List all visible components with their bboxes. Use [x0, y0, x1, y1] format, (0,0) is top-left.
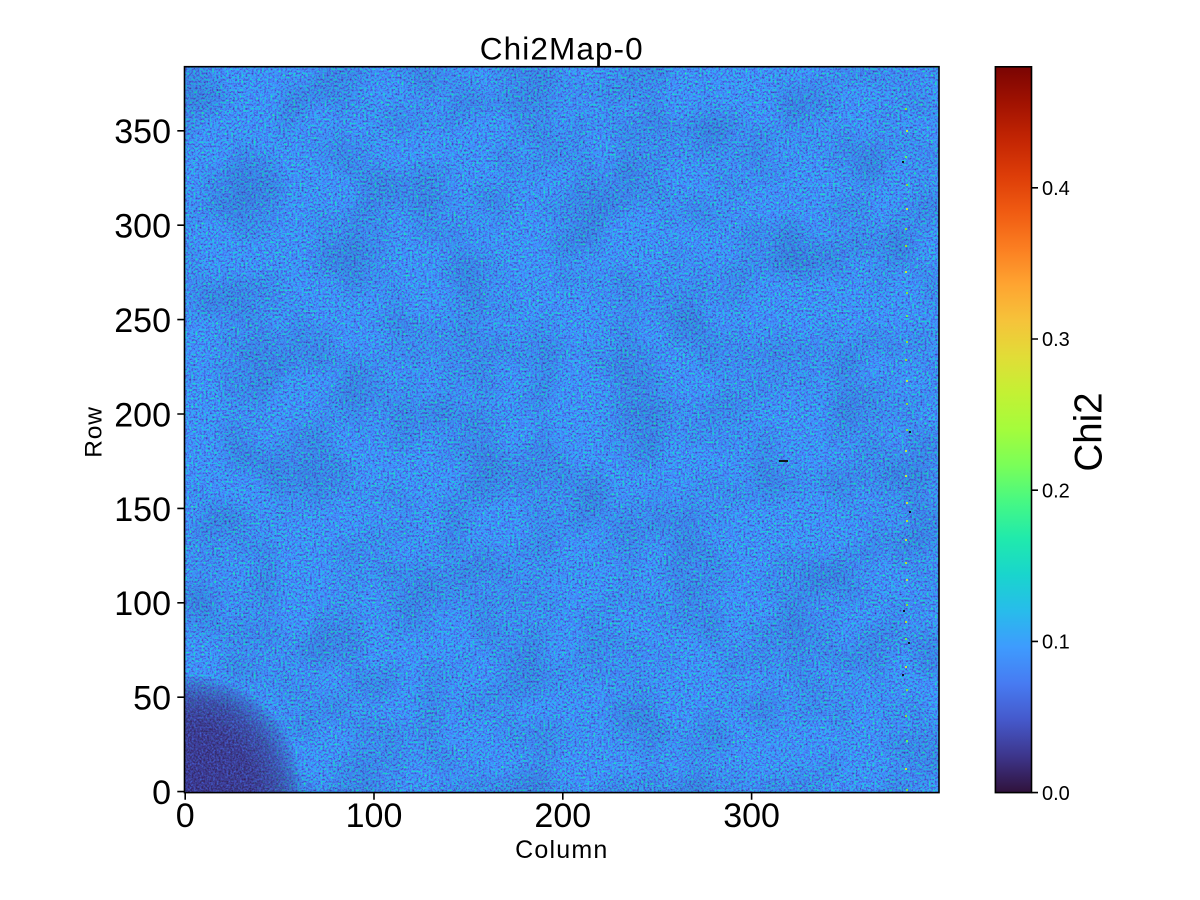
- svg-text:0.3: 0.3: [1042, 329, 1070, 351]
- svg-text:350: 350: [114, 113, 171, 151]
- svg-text:300: 300: [723, 797, 780, 835]
- svg-text:0.1: 0.1: [1042, 632, 1070, 654]
- svg-text:0: 0: [176, 797, 195, 835]
- svg-text:0.2: 0.2: [1042, 480, 1070, 502]
- svg-text:Row: Row: [81, 406, 108, 457]
- svg-text:250: 250: [114, 302, 171, 340]
- svg-text:200: 200: [534, 797, 591, 835]
- svg-text:150: 150: [114, 491, 171, 529]
- svg-text:0: 0: [152, 774, 171, 812]
- svg-text:Column: Column: [515, 836, 608, 864]
- svg-text:100: 100: [346, 797, 403, 835]
- svg-text:0.0: 0.0: [1042, 783, 1070, 805]
- svg-text:0.4: 0.4: [1042, 178, 1070, 200]
- svg-text:100: 100: [114, 585, 171, 623]
- svg-text:Chi2Map-0: Chi2Map-0: [480, 30, 644, 66]
- svg-text:200: 200: [114, 396, 171, 434]
- svg-text:50: 50: [133, 680, 171, 718]
- svg-text:Chi2: Chi2: [1068, 392, 1111, 471]
- svg-text:300: 300: [114, 208, 171, 246]
